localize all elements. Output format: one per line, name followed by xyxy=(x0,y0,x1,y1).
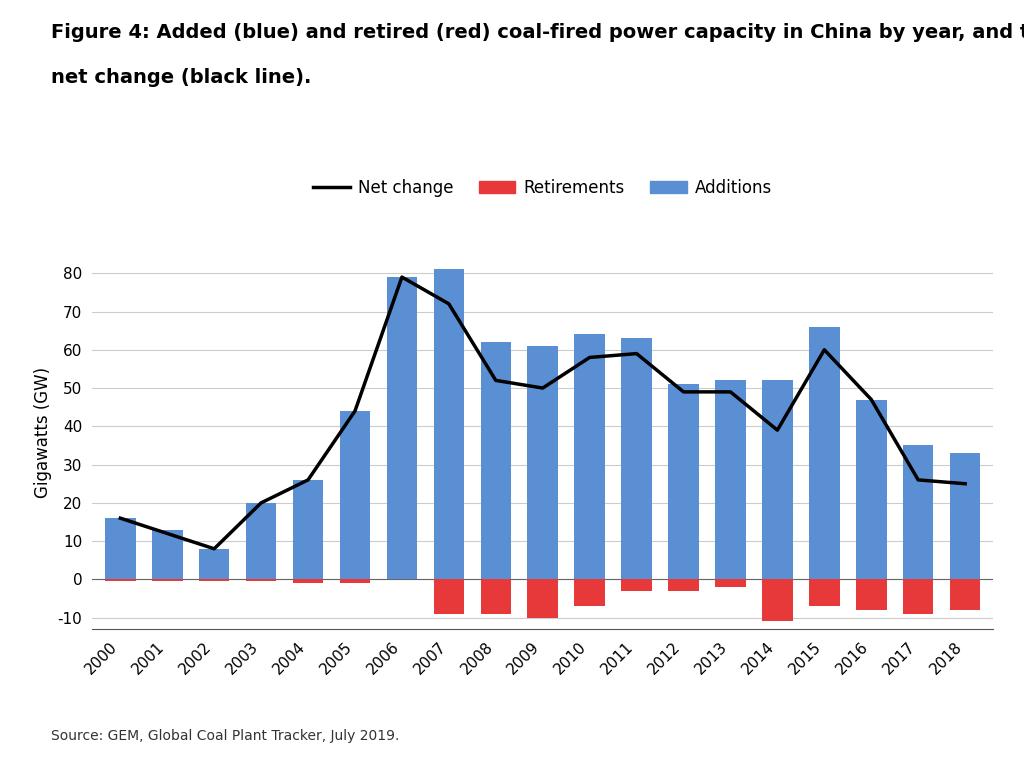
Bar xyxy=(199,579,229,581)
Bar xyxy=(950,579,980,610)
Bar xyxy=(762,381,793,579)
Bar xyxy=(340,411,371,579)
Bar xyxy=(856,579,887,610)
Bar xyxy=(856,399,887,579)
Bar xyxy=(152,579,182,581)
Bar xyxy=(433,269,464,579)
Bar xyxy=(480,342,511,579)
Bar xyxy=(246,579,276,581)
Bar xyxy=(574,334,605,579)
Bar xyxy=(246,503,276,579)
Bar xyxy=(527,579,558,618)
Text: net change (black line).: net change (black line). xyxy=(51,68,311,87)
Bar xyxy=(809,327,840,579)
Bar xyxy=(433,579,464,614)
Bar xyxy=(762,579,793,622)
Bar xyxy=(903,446,934,579)
Text: Source: GEM, Global Coal Plant Tracker, July 2019.: Source: GEM, Global Coal Plant Tracker, … xyxy=(51,729,399,743)
Bar xyxy=(950,453,980,579)
Bar xyxy=(480,579,511,614)
Bar xyxy=(105,518,135,579)
Bar xyxy=(293,579,324,583)
Bar xyxy=(669,384,698,579)
Bar xyxy=(293,480,324,579)
Bar xyxy=(152,530,182,579)
Bar xyxy=(105,579,135,581)
Bar xyxy=(574,579,605,606)
Bar xyxy=(715,579,745,587)
Bar xyxy=(669,579,698,591)
Text: Figure 4: Added (blue) and retired (red) coal-fired power capacity in China by y: Figure 4: Added (blue) and retired (red)… xyxy=(51,23,1024,42)
Y-axis label: Gigawatts (GW): Gigawatts (GW) xyxy=(34,367,52,497)
Bar xyxy=(903,579,934,614)
Bar xyxy=(809,579,840,606)
Bar xyxy=(340,579,371,583)
Bar xyxy=(622,579,652,591)
Bar xyxy=(387,277,417,579)
Bar xyxy=(199,549,229,579)
Bar xyxy=(715,381,745,579)
Legend: Net change, Retirements, Additions: Net change, Retirements, Additions xyxy=(306,172,779,204)
Bar xyxy=(527,346,558,579)
Bar xyxy=(622,338,652,579)
